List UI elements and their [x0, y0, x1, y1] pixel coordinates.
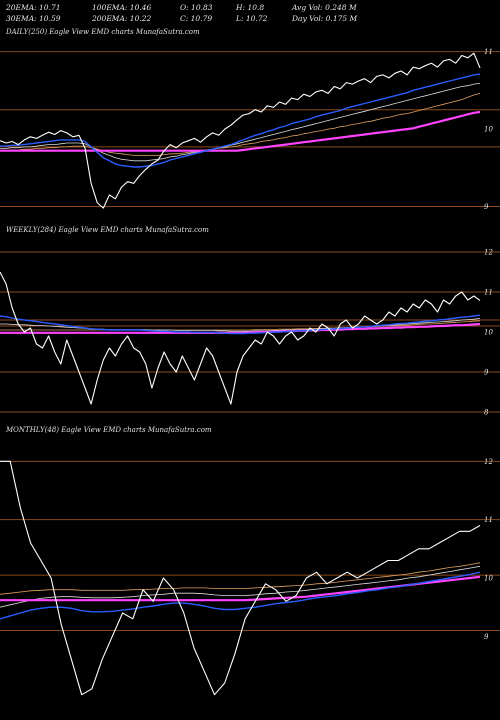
- daily-chart: 11 10 9: [0, 48, 500, 211]
- weekly-ytick-2: 10: [484, 329, 493, 337]
- daily-chart-label: DAILY(250) Eagle View EMD charts MunafaS…: [6, 28, 200, 36]
- monthly-chart-label: MONTHLY(48) Eagle View EMD charts Munafa…: [6, 426, 212, 434]
- weekly-ytick-4: 8: [484, 409, 489, 417]
- header-row-1: 20EMA: 10.71 100EMA: 10.46 O: 10.83 H: 10.8…: [6, 3, 357, 12]
- ema30-value: 30EMA: 10.59: [6, 14, 61, 23]
- avg-vol-value: Avg Vol: 0.248 M: [292, 3, 357, 12]
- daily-ytick-0: 11: [484, 48, 493, 56]
- close-value: C: 10.79: [180, 14, 213, 23]
- weekly-chart-label: WEEKLY(284) Eagle View EMD charts Munafa…: [6, 226, 209, 234]
- monthly-ema-white-line: [0, 565, 481, 608]
- daily-ema-white-line: [0, 83, 481, 162]
- low-value: L: 10.72: [236, 14, 268, 23]
- monthly-ytick-3: 9: [484, 633, 489, 641]
- ema200-value: 200EMA: 10.22: [92, 14, 152, 23]
- monthly-ytick-1: 11: [484, 516, 493, 524]
- weekly-ema-orange-line: [0, 320, 481, 331]
- high-value: H: 10.8: [236, 3, 265, 12]
- weekly-ema-magenta-line: [0, 322, 481, 334]
- day-vol-value: Day Vol: 0.175 M: [292, 14, 358, 23]
- weekly-ema-blue-line: [0, 314, 481, 335]
- ema100-value: 100EMA: 10.46: [92, 3, 152, 12]
- monthly-chart: 12 11 10 9: [0, 458, 500, 696]
- header-row-2: 30EMA: 10.59 200EMA: 10.22 C: 10.79 L: 10.7…: [6, 14, 357, 23]
- ema20-value: 20EMA: 10.71: [6, 3, 61, 12]
- open-value: O: 10.83: [180, 3, 213, 12]
- weekly-price-line: [0, 271, 481, 405]
- weekly-ytick-3: 9: [484, 369, 489, 377]
- monthly-ytick-0: 12: [484, 458, 493, 466]
- daily-ytick-1: 10: [484, 126, 493, 134]
- weekly-ytick-1: 11: [484, 289, 493, 297]
- monthly-price-line: [0, 460, 481, 696]
- weekly-ytick-0: 12: [484, 249, 493, 257]
- daily-ema-magenta-line: [0, 110, 481, 152]
- daily-ema-orange-line: [0, 93, 481, 156]
- monthly-ytick-2: 10: [484, 575, 493, 583]
- monthly-ema-blue-line: [0, 571, 481, 620]
- daily-ytick-2: 9: [484, 203, 489, 211]
- monthly-ema-orange-line: [0, 562, 481, 595]
- weekly-ema-white-line: [0, 318, 481, 332]
- daily-price-line: [0, 52, 481, 209]
- weekly-chart: 12 11 10 9 8: [0, 249, 500, 417]
- daily-ema-blue-line: [0, 73, 481, 168]
